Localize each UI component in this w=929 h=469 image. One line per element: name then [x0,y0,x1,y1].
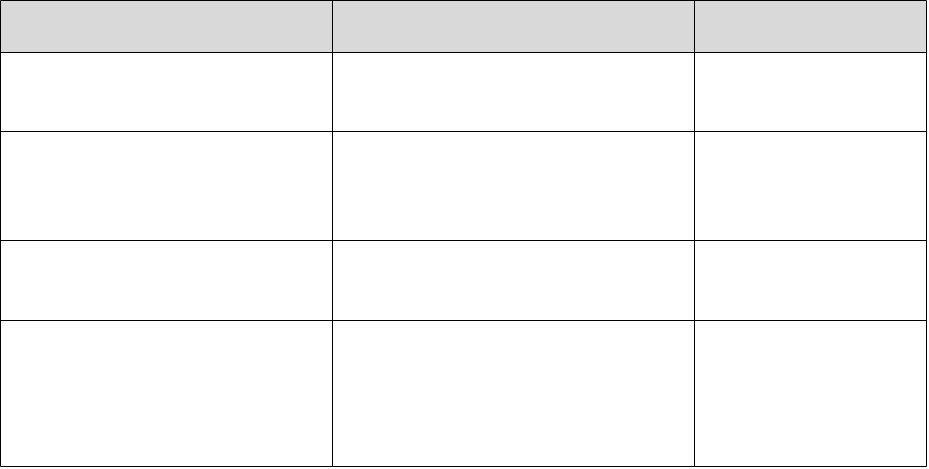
header-row [1,1,926,52]
